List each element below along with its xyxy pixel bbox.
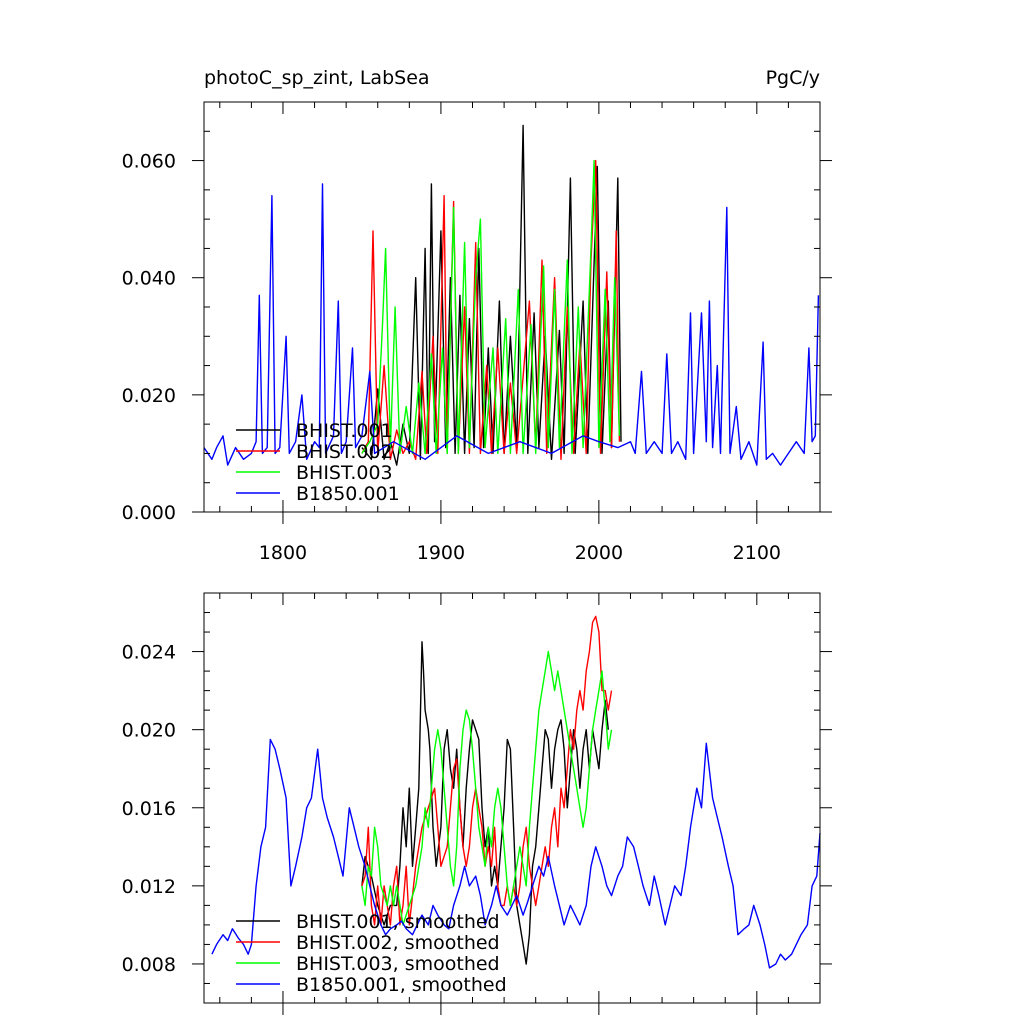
bottom-ytick-label: 0.012 [122, 876, 176, 898]
top-legend-label-bhist-002: BHIST.002 [296, 441, 393, 463]
top-series-bhist-001 [361, 124, 622, 466]
bottom-ytick-label: 0.008 [122, 954, 176, 976]
bottom-series-bhist-001-smoothed [361, 641, 609, 965]
bottom-series-group [211, 615, 821, 969]
bottom-legend-label-bhist-001-smoothed: BHIST.001, smoothed [296, 911, 500, 933]
top-ytick-label: 0.000 [122, 502, 176, 524]
top-ticks-group: 1800 1900 2000 2100 0.000 0.020 0.040 0.060 [122, 101, 832, 564]
bottom-series-bhist-002-smoothed [361, 615, 613, 926]
top-ytick-label: 0.020 [122, 385, 176, 407]
top-legend-label-b1850-001: B1850.001 [296, 483, 400, 505]
bottom-ytick-label: 0.020 [122, 720, 176, 742]
bottom-legend-label-bhist-002-smoothed: BHIST.002, smoothed [296, 932, 500, 954]
bottom-series-b1850-001-smoothed [211, 738, 821, 969]
top-legend-label-bhist-001: BHIST.001 [296, 420, 393, 442]
top-title-left: photoC_sp_zint, LabSea [204, 67, 430, 89]
top-legend-label-bhist-003: BHIST.003 [296, 462, 393, 484]
top-xtick-label: 2000 [575, 542, 623, 564]
top-panel: photoC_sp_zint, LabSea PgC/y 1800 1900 200… [122, 67, 832, 564]
bottom-plot-frame [203, 592, 821, 1004]
bottom-ticks-group: 0.008 0.012 0.016 0.020 0.024 [122, 592, 832, 1015]
bottom-panel: 0.008 0.012 0.016 0.020 0.024 BHIST.001, smo… [122, 592, 832, 1015]
bottom-ytick-label: 0.016 [122, 798, 176, 820]
top-ytick-label: 0.040 [122, 268, 176, 290]
top-series-bhist-003 [361, 159, 621, 455]
top-series-group [203, 124, 820, 466]
bottom-legend-label-bhist-003-smoothed: BHIST.003, smoothed [296, 953, 500, 975]
bottom-ytick-label: 0.024 [122, 642, 176, 664]
top-ytick-label: 0.060 [122, 151, 176, 173]
top-xtick-label: 2100 [733, 542, 781, 564]
top-series-b1850-001 [203, 183, 820, 466]
bottom-series-bhist-003-smoothed [361, 650, 613, 926]
top-title-right: PgC/y [766, 67, 820, 89]
top-xtick-label: 1900 [417, 542, 465, 564]
top-xtick-label: 1800 [259, 542, 307, 564]
bottom-legend-label-b1850-001-smoothed: B1850.001, smoothed [296, 974, 507, 996]
